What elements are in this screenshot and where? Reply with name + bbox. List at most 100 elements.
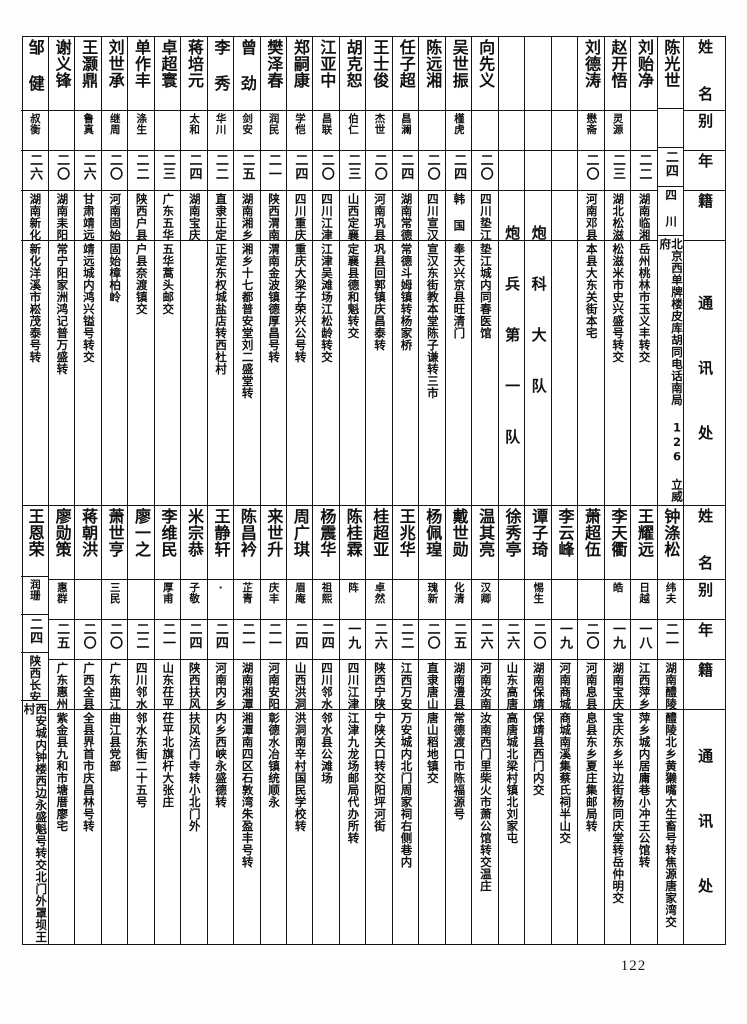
entry-name: 向先义 [476, 39, 496, 89]
entry-age: 二二 [133, 153, 149, 181]
entry-age: 一九 [345, 622, 361, 650]
entry-cell-name: 刘世承 [101, 37, 128, 111]
entry-cell-native: 湖南常德 [392, 191, 419, 241]
entry-name: 谭子琦 [529, 508, 549, 558]
entry-cell-alias: 华川 [207, 111, 234, 151]
row-header-age: 年 龄 [696, 153, 715, 191]
entry-native-place: 陕西扶风 [187, 662, 202, 710]
spacer-cell-alias [498, 111, 525, 151]
entry-cell-native: 河南商城 [551, 660, 578, 710]
entry-age: 二二 [398, 622, 414, 650]
entry-age: 二一 [239, 622, 255, 650]
entry-cell-age: 二五 [234, 151, 260, 191]
entry-name: 王士俊 [370, 39, 390, 89]
entry-cell-name: 刘德涛 [578, 37, 604, 111]
entry-alias: 昌联 [320, 113, 333, 135]
entry-cell-alias [631, 111, 657, 151]
entry-cell-address: 商城南溪集蔡氏祠半山交 [552, 710, 577, 944]
entry-alias: 华川 [214, 113, 227, 135]
entry-name: 吴世振 [449, 39, 469, 89]
entry-address: 江津吴滩场江松龄转交 [320, 243, 335, 363]
roster-entry-column: 樊泽春 润民 二一 陕西渭南 渭南金波镇德厚昌号转 [259, 37, 286, 507]
entry-address: 洪洞南辛村国民学校转 [293, 712, 308, 832]
spacer-cell-alias [551, 111, 578, 151]
entry-cell-alias: 皓 [604, 580, 631, 620]
roster-entry-column: 刘世承 继周 二〇 河南固始 固始樟柏岭 [100, 37, 128, 507]
roster-entry-column: 卓超寰 二三 广东五华 五华蒿头邮交 [153, 37, 181, 507]
entry-cell-name: 钟涤松 [657, 506, 683, 580]
entry-cell-address: 北京西单牌楼皮库胡同电话南局 126 立威府 [658, 236, 683, 507]
entry-age: 二〇 [583, 153, 599, 181]
entry-cell-alias: 鲁真 [75, 111, 101, 151]
entry-alias: 阵 [346, 582, 359, 593]
spacer-cell-name [498, 37, 525, 111]
entry-native-place: 湖南宝庆 [611, 662, 626, 710]
entry-cell-address: 巩县回郭镇庆昌泰转 [366, 241, 391, 507]
entry-cell-name: 徐秀亭 [498, 506, 525, 580]
entry-native-place: 湖南醴陵 [664, 662, 679, 710]
entry-cell-name: 卓超寰 [154, 37, 181, 111]
entry-native-place: 河南商城 [558, 662, 573, 710]
entry-native-place: 直隶正定 [214, 193, 229, 241]
entry-cell-address: 保靖县西门内交 [525, 710, 550, 944]
entry-cell-name: 曾 劲 [234, 37, 260, 111]
entry-name: 王静轩 [211, 508, 231, 558]
entry-native-place: 山西定襄 [346, 193, 361, 241]
entry-cell-native: 广东惠州 [48, 660, 75, 710]
entry-cell-age: 二六 [75, 151, 101, 191]
entry-cell-address: 汝南西门里柴火市萧公馆转交温庄 [472, 710, 497, 944]
entry-cell-name: 陈桂霖 [339, 506, 366, 580]
entry-cell-alias: 芷青 [234, 580, 260, 620]
entry-native-place: 河南安阳 [267, 662, 282, 710]
spacer-cell-native [525, 191, 551, 241]
entry-age: 二三 [345, 153, 361, 181]
roster-entry-column: 王灏鼎 鲁真 二六 甘肃靖远 靖远城内鸿兴镒号转交 [74, 37, 101, 507]
spacer-cell-age [551, 151, 578, 191]
spacer-cell-native [498, 191, 525, 241]
roster-entry-column: 桂超亚 卓然 二六 陕西宁陕 宁陕关口转交阳坪河街 [365, 506, 392, 944]
entry-cell-alias: 祖熙 [313, 580, 339, 620]
entry-name: 杨震华 [317, 508, 337, 558]
entry-cell-address: 正定东权城盐店转西杜村 [208, 241, 233, 507]
roster-entry-column: 蒋培元 太和 二四 湖南宝庆 [180, 37, 207, 507]
roster-entry-column: 杨佩瑝 瑰新 二〇 直隶唐山 唐山稻地镇交 [418, 506, 445, 944]
entry-alias: 伯仁 [346, 113, 359, 135]
entry-cell-native: 河南邓县 [578, 191, 604, 241]
entry-cell-name: 王士俊 [366, 37, 392, 111]
entry-cell-native: 陕西扶风 [181, 660, 207, 710]
entry-address: 重庆大梁子荣兴公号转 [293, 243, 308, 363]
entry-age: 二一 [265, 153, 281, 181]
entry-native-place: 四川江津 [346, 662, 361, 710]
entry-cell-alias: 学恺 [286, 111, 313, 151]
entry-cell-name: 杨震华 [313, 506, 339, 580]
entry-cell-address: 常德斗姆镇转杨家桥 [393, 241, 418, 507]
entry-address: 常德渡口市陈福源号 [452, 712, 467, 820]
entry-cell-name: 米宗恭 [181, 506, 207, 580]
entry-age: 二〇 [477, 153, 493, 181]
roster-entry-column: 赵开悟 灵源 二三 湖北松滋 松滋米市史兴盛号转交 [603, 37, 631, 507]
entry-cell-native: 四川江津 [339, 660, 366, 710]
entry-cell-name: 杨佩瑝 [419, 506, 445, 580]
entry-name: 任子超 [396, 39, 416, 89]
entry-address: 固始樟柏岭 [108, 243, 123, 303]
entry-address: 江津九龙场邮局代办所转 [346, 712, 361, 844]
roster-entry-column: 谭子琦 惕生 二〇 湖南保靖 保靖县西门内交 [524, 506, 551, 944]
entry-cell-alias: 太和 [181, 111, 207, 151]
entry-address: 紫金县九和市塘厝廖宅 [55, 712, 70, 832]
entry-cell-alias: 涤生 [128, 111, 154, 151]
entry-cell-name: 萧超伍 [578, 506, 604, 580]
entry-cell-address: 岳州桃林市玉义丰转交 [631, 241, 656, 507]
entry-cell-native: 广东五华 [154, 191, 181, 241]
header-cell-native: 籍 贯 [684, 660, 725, 710]
entry-cell-address: 奉天兴京县旺清门 [446, 241, 471, 507]
entry-age: 二〇 [80, 622, 96, 650]
entry-age: 二六 [477, 622, 493, 650]
entry-alias: 汉卿 [479, 582, 492, 604]
entry-address: 商城南溪集蔡氏祠半山交 [558, 712, 573, 844]
entry-name: 陈昌衿 [237, 508, 257, 558]
roster-entry-column: 任子超 昌澜 二四 湖南常德 常德斗姆镇转杨家桥 [391, 37, 419, 507]
entry-address: 宝庆东乡半边街杨同庆堂转岳仲明交 [611, 712, 626, 904]
entry-address: 息县东乡夏庄集邮局转 [584, 712, 599, 832]
entry-cell-age: 二〇 [578, 151, 604, 191]
entry-cell-native: 四川邻水 [313, 660, 339, 710]
